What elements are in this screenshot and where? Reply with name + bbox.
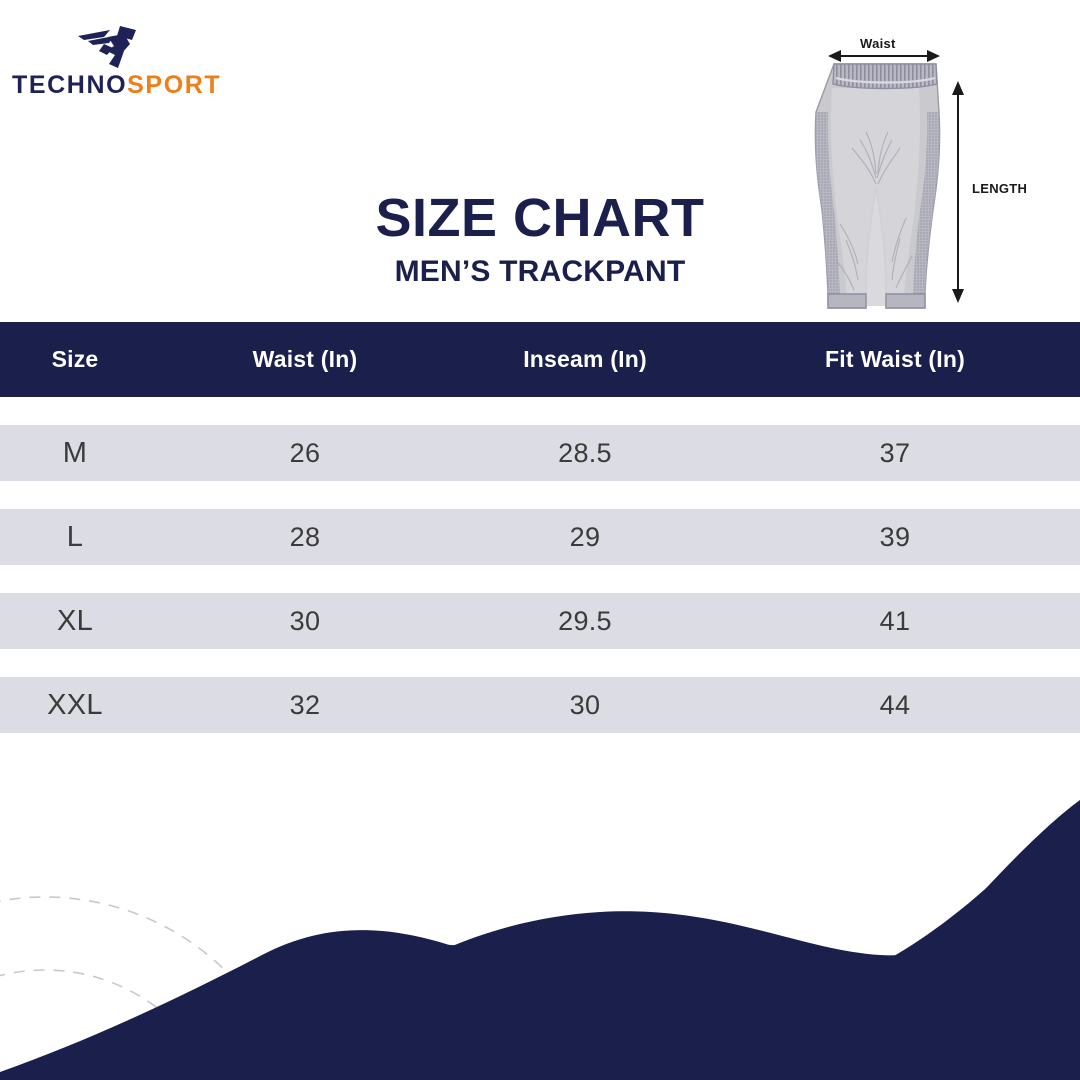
table-row: L 28 29 39 bbox=[0, 509, 1080, 565]
trackpant-illustration: Waist LENGTH bbox=[800, 28, 1080, 324]
pant-wrinkles bbox=[835, 131, 913, 291]
title-block: SIZE CHART MEN’S TRACKPANT bbox=[0, 186, 1080, 290]
cell-size: L bbox=[66, 520, 84, 553]
navy-wave-shape bbox=[0, 800, 1080, 1080]
table-header-row: Size Waist (In) Inseam (In) Fit Waist (I… bbox=[0, 322, 1080, 397]
pant-side-panel-right bbox=[913, 112, 940, 308]
navy-wave-shape-upper-lobe bbox=[185, 800, 1080, 1080]
navy-wave-crest bbox=[260, 830, 1080, 1080]
table-row: M 26 28.5 37 bbox=[0, 425, 1080, 481]
pant-body bbox=[814, 63, 941, 309]
pant-front-panel bbox=[830, 88, 921, 306]
cell-inseam: 29 bbox=[569, 521, 601, 552]
pant-side-panel-left bbox=[815, 112, 840, 308]
page-subtitle: MEN’S TRACKPANT bbox=[394, 255, 686, 288]
brand-wordmark-techno: TECHNO bbox=[12, 71, 128, 99]
cell-inseam: 29.5 bbox=[558, 605, 612, 636]
horizontal-double-arrow-icon bbox=[828, 50, 940, 62]
cell-inseam: 28.5 bbox=[558, 437, 612, 468]
cell-inseam: 30 bbox=[569, 689, 601, 720]
vertical-double-arrow-icon bbox=[952, 81, 964, 303]
size-chart-table: Size Waist (In) Inseam (In) Fit Waist (I… bbox=[0, 322, 1080, 733]
dashed-arc-outer bbox=[0, 896, 293, 1080]
trackpant-drawing bbox=[814, 50, 964, 309]
table-row: XXL 32 30 44 bbox=[0, 677, 1080, 733]
dashed-arc-group bbox=[0, 896, 293, 1080]
pant-cuff-right bbox=[885, 293, 926, 309]
length-dimension-label: LENGTH bbox=[972, 181, 1028, 196]
cell-size: XXL bbox=[47, 688, 103, 721]
column-header-fit-waist: Fit Waist (In) bbox=[825, 346, 965, 372]
cell-waist: 32 bbox=[289, 689, 321, 720]
running-athlete-icon bbox=[78, 26, 136, 68]
cell-fit-waist: 41 bbox=[879, 605, 911, 636]
cell-size: M bbox=[62, 436, 88, 469]
cell-fit-waist: 39 bbox=[879, 521, 911, 552]
cell-fit-waist: 37 bbox=[879, 437, 911, 468]
dashed-arc-inner bbox=[0, 969, 215, 1080]
pant-cuff-left bbox=[827, 293, 867, 309]
cell-waist: 28 bbox=[289, 521, 321, 552]
cell-waist: 26 bbox=[289, 437, 321, 468]
page-title: SIZE CHART bbox=[375, 188, 705, 248]
table-row: XL 30 29.5 41 bbox=[0, 593, 1080, 649]
cell-fit-waist: 44 bbox=[879, 689, 911, 720]
cell-waist: 30 bbox=[289, 605, 321, 636]
brand-wordmark-sport: SPORT bbox=[127, 71, 222, 99]
brand-wordmark: TECHNOSPORT bbox=[12, 70, 242, 100]
column-header-inseam: Inseam (In) bbox=[523, 346, 647, 372]
pant-waistband bbox=[832, 63, 938, 90]
column-header-size: Size bbox=[51, 346, 99, 372]
cell-size: XL bbox=[56, 604, 94, 637]
brand-logo: TECHNOSPORT bbox=[12, 24, 242, 104]
column-header-waist: Waist (In) bbox=[252, 346, 358, 372]
waistband-highlight bbox=[835, 76, 936, 84]
waist-dimension-label: Waist bbox=[860, 36, 896, 51]
